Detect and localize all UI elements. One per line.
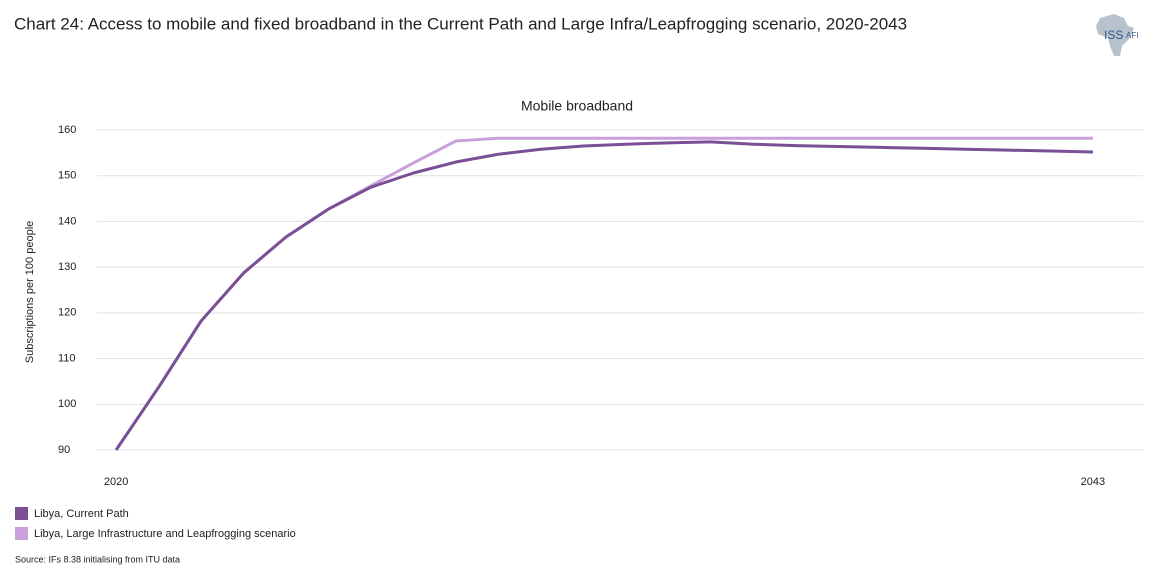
line-series — [114, 136, 1093, 451]
y-tick-label: 160 — [58, 124, 76, 136]
logo-text: ISS — [1104, 28, 1123, 42]
legend-label: Libya, Large Infrastructure and Leapfrog… — [34, 528, 296, 540]
logo-text: AFI — [1126, 31, 1138, 40]
y-tick-label: 120 — [58, 307, 76, 319]
y-axis-label: Subscriptions per 100 people — [24, 221, 36, 363]
legend-label: Libya, Current Path — [34, 508, 129, 520]
logo-map — [1096, 14, 1134, 56]
y-tick-label: 100 — [58, 398, 76, 410]
legend-swatch — [15, 527, 28, 540]
y-tick-label: 140 — [58, 215, 76, 227]
y-tick-label: 150 — [58, 170, 76, 182]
source: Source: IFs 8.38 initialising from ITU d… — [15, 554, 180, 564]
chart-title: Chart 24: Access to mobile and fixed bro… — [14, 14, 907, 33]
x-tick-label: 2020 — [104, 476, 128, 488]
line-series — [114, 140, 1093, 451]
subtitle: Mobile broadband — [521, 98, 633, 114]
legend-swatch — [15, 507, 28, 520]
y-tick-label: 130 — [58, 261, 76, 273]
x-tick-label: 2043 — [1081, 476, 1105, 488]
y-tick-label: 90 — [58, 444, 70, 456]
y-tick-label: 110 — [58, 352, 76, 364]
